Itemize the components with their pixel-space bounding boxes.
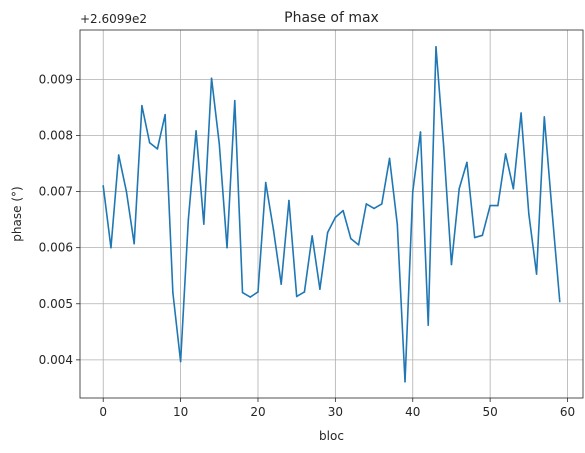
y-offset-label: +2.6099e2 (80, 12, 147, 26)
data-point (295, 295, 298, 298)
data-point (203, 223, 205, 225)
x-tick-label: 10 (173, 405, 188, 419)
data-point (257, 291, 259, 293)
data-point (226, 246, 228, 249)
x-tick-label: 30 (328, 405, 343, 419)
data-point (528, 213, 530, 215)
data-point (481, 234, 484, 237)
data-point (458, 187, 460, 190)
data-point (110, 246, 112, 249)
data-point (404, 380, 406, 383)
data-point (148, 141, 151, 144)
data-point (210, 77, 213, 80)
data-point (303, 291, 306, 293)
y-tick-label: 0.008 (39, 128, 73, 142)
data-point (435, 46, 437, 48)
data-point (357, 244, 360, 246)
series-layer (102, 46, 561, 383)
x-tick-label: 50 (482, 405, 497, 419)
chart-title: Phase of max (284, 10, 379, 26)
data-point (117, 154, 120, 156)
data-point (535, 273, 538, 275)
x-tick-label: 40 (405, 405, 420, 419)
data-point (125, 190, 128, 193)
x-axis-label: bloc (319, 429, 344, 443)
data-point (512, 187, 515, 190)
data-point (442, 145, 445, 148)
data-point (233, 99, 236, 102)
data-point (164, 113, 166, 116)
data-point (326, 231, 329, 234)
data-point (365, 203, 368, 205)
data-point (473, 236, 476, 239)
data-point (102, 185, 105, 187)
data-point (450, 263, 453, 266)
data-point (419, 131, 422, 133)
data-point (520, 112, 522, 114)
data-point (133, 242, 135, 245)
data-point (373, 207, 375, 210)
data-point (156, 148, 159, 150)
data-point (388, 157, 391, 160)
data-point (543, 116, 546, 118)
data-point (504, 153, 507, 155)
x-tick-label: 20 (250, 405, 265, 419)
series-line (102, 46, 561, 383)
data-point (288, 199, 290, 202)
data-point (187, 218, 190, 221)
data-point (427, 324, 430, 326)
data-point (172, 291, 174, 294)
data-point (551, 210, 553, 212)
data-point (381, 203, 383, 205)
data-point (141, 104, 143, 107)
data-point (350, 237, 352, 240)
data-point (334, 216, 337, 219)
data-point (411, 190, 414, 193)
y-tick-label: 0.009 (39, 72, 73, 86)
data-point (218, 143, 221, 145)
data-point (342, 209, 344, 212)
data-point (280, 283, 283, 285)
y-tick-label: 0.007 (39, 185, 73, 199)
data-point (489, 204, 491, 207)
data-point (241, 291, 244, 294)
data-point (558, 300, 561, 303)
data-point (311, 235, 313, 237)
data-point (497, 204, 499, 207)
y-axis-label: phase (°) (10, 186, 24, 241)
axis-ticks: 0 10 20 30 40 50 60 0.004 0.005 0.006 0.007 0.008 0.… (39, 72, 576, 419)
grid (80, 30, 583, 398)
y-tick-label: 0.005 (39, 297, 73, 311)
data-point (319, 288, 321, 290)
data-point (179, 360, 182, 363)
plot-frame (79, 29, 584, 399)
data-point (195, 130, 197, 132)
y-tick-label: 0.004 (39, 353, 73, 367)
data-point (264, 181, 267, 184)
y-tick-label: 0.006 (39, 241, 73, 255)
x-tick-label: 60 (560, 405, 575, 419)
data-point (249, 296, 252, 298)
data-point (466, 161, 468, 164)
data-point (396, 223, 399, 225)
data-point (272, 228, 275, 231)
x-tick-label: 0 (99, 405, 107, 419)
